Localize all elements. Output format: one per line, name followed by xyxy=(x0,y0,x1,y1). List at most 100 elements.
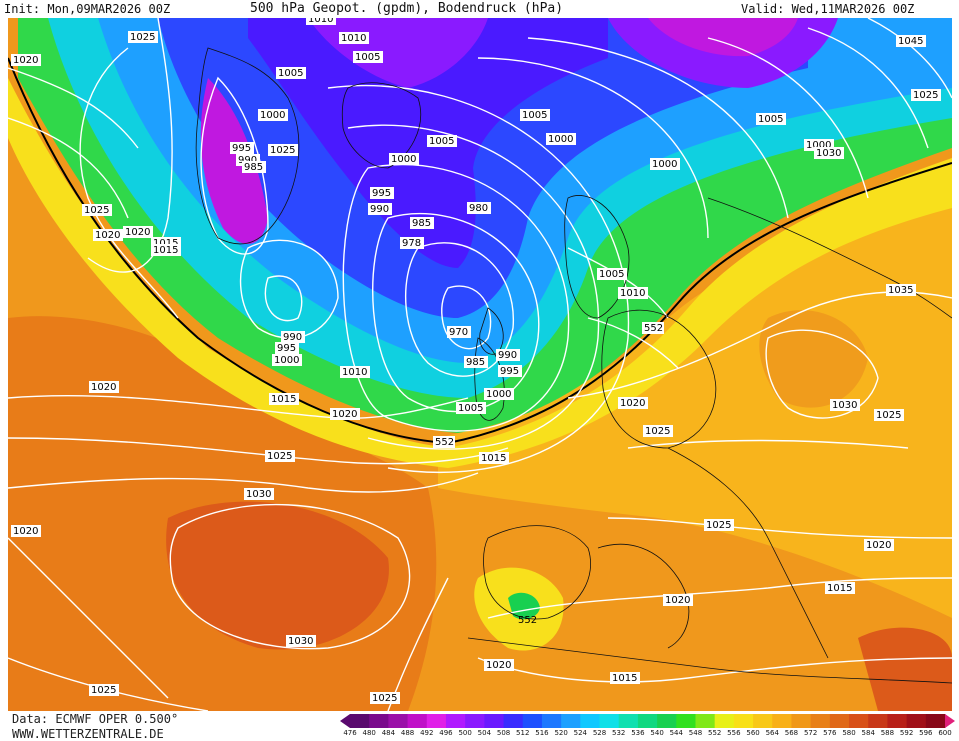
pressure-label: 1020 xyxy=(123,226,153,238)
legend-tick-label: 500 xyxy=(458,729,472,737)
svg-text:1005: 1005 xyxy=(429,136,454,147)
pressure-label: 985 xyxy=(242,161,266,173)
legend-tick-label: 548 xyxy=(688,729,703,737)
pressure-label: 1025 xyxy=(128,31,158,43)
pressure-label: 1020 xyxy=(663,594,693,606)
pressure-label: 1005 xyxy=(520,109,550,121)
color-legend xyxy=(340,714,955,728)
pressure-label: 990 xyxy=(496,349,520,361)
pressure-label: 1020 xyxy=(864,539,894,551)
geopotential-labels: 552 552 552 xyxy=(433,322,664,626)
legend-swatch xyxy=(676,714,696,728)
legend-tick-label: 588 xyxy=(880,729,895,737)
svg-text:1025: 1025 xyxy=(706,520,731,531)
svg-text:1015: 1015 xyxy=(612,673,637,684)
pressure-label: 1015 xyxy=(610,672,640,684)
pressure-label: 1015 xyxy=(825,582,855,594)
svg-text:552: 552 xyxy=(518,615,537,626)
svg-text:978: 978 xyxy=(402,238,421,249)
legend-tick-label: 564 xyxy=(765,729,779,737)
svg-text:1010: 1010 xyxy=(342,367,367,378)
legend-swatch xyxy=(791,714,812,728)
pressure-label: 1030 xyxy=(244,488,274,500)
pressure-label: 1000 xyxy=(546,133,576,145)
pressure-label: 1025 xyxy=(370,692,400,704)
pressure-labels: 1025 1020 1025 1020 1015 995 990 985 100… xyxy=(11,18,941,704)
legend-swatch xyxy=(350,714,370,728)
legend-swatch xyxy=(599,714,620,728)
pressure-label: 1030 xyxy=(286,635,316,647)
svg-text:552: 552 xyxy=(435,437,454,448)
pressure-label: 1005 xyxy=(427,135,457,147)
pressure-label: 1025 xyxy=(265,450,295,462)
legend-tick-label: 552 xyxy=(707,729,722,737)
legend-tick-label: 572 xyxy=(803,729,818,737)
southeast-warm-core xyxy=(858,627,952,711)
legend-swatch xyxy=(868,714,888,728)
legend-swatch xyxy=(426,714,447,728)
legend-swatch xyxy=(637,714,658,728)
greenland-vortex-magenta xyxy=(200,78,268,245)
coastlines xyxy=(195,47,952,684)
siberian-magenta xyxy=(648,18,798,57)
init-time: Init: Mon,09MAR2026 00Z xyxy=(4,2,171,16)
pressure-label: 1030 xyxy=(814,147,844,159)
legend-tick-label: 480 xyxy=(362,729,376,737)
legend-tick-label: 540 xyxy=(650,729,664,737)
legend-tick-label: 536 xyxy=(631,729,645,737)
pressure-label: 1010 xyxy=(340,366,370,378)
svg-text:1015: 1015 xyxy=(153,245,178,256)
legend-tick-label: 556 xyxy=(727,729,741,737)
data-source-label: Data: ECMWF OPER 0.500° xyxy=(12,712,179,726)
legend-tick-label: 568 xyxy=(784,729,799,737)
svg-text:1020: 1020 xyxy=(486,660,511,671)
pressure-label: 1020 xyxy=(93,229,123,241)
svg-text:990: 990 xyxy=(498,350,517,361)
legend-swatch xyxy=(906,714,927,728)
pressure-label: 1015 xyxy=(269,393,299,405)
legend-arrow-right xyxy=(945,714,955,728)
legend-swatch xyxy=(772,714,792,728)
geopotential-label: 552 xyxy=(642,322,664,334)
legend-tick-label: 580 xyxy=(842,729,856,737)
svg-text:1000: 1000 xyxy=(486,389,511,400)
legend-tick-label: 576 xyxy=(823,729,837,737)
legend-tick-label: 544 xyxy=(669,729,683,737)
map-area: 1025 1020 1025 1020 1015 995 990 985 100… xyxy=(8,18,952,711)
pressure-label: 1000 xyxy=(258,109,288,121)
iberian-cutoff-core xyxy=(508,592,540,620)
pressure-label: 1020 xyxy=(11,525,41,537)
svg-text:1005: 1005 xyxy=(758,114,783,125)
pressure-label: 1000 xyxy=(272,354,302,366)
legend-tick-label: 488 xyxy=(400,729,415,737)
svg-text:1005: 1005 xyxy=(278,68,303,79)
legend-tick-label: 476 xyxy=(343,729,357,737)
svg-text:995: 995 xyxy=(277,343,296,354)
legend-swatch xyxy=(657,714,677,728)
legend-swatch xyxy=(388,714,409,728)
legend-swatch xyxy=(810,714,831,728)
svg-text:1020: 1020 xyxy=(91,382,116,393)
svg-text:1025: 1025 xyxy=(270,145,295,156)
svg-text:1005: 1005 xyxy=(522,110,547,121)
svg-text:1005: 1005 xyxy=(599,269,624,280)
svg-text:1015: 1015 xyxy=(481,453,506,464)
geopotential-label: 552 xyxy=(433,436,455,448)
svg-text:1000: 1000 xyxy=(652,159,677,170)
pressure-label: 995 xyxy=(370,187,394,199)
pressure-label: 1005 xyxy=(456,402,486,414)
pressure-label: 1025 xyxy=(911,89,941,101)
legend-swatch xyxy=(484,714,505,728)
svg-text:995: 995 xyxy=(500,366,519,377)
chart-header: Init: Mon,09MAR2026 00Z 500 hPa Geopot. … xyxy=(0,0,959,18)
pressure-label: 995 xyxy=(275,342,299,354)
pressure-label: 1030 xyxy=(830,399,860,411)
svg-text:1000: 1000 xyxy=(274,355,299,366)
pressure-label: 990 xyxy=(281,331,305,343)
legend-swatch xyxy=(465,714,485,728)
legend-tick-label: 528 xyxy=(592,729,607,737)
legend-swatch xyxy=(618,714,639,728)
svg-text:1000: 1000 xyxy=(260,110,285,121)
svg-text:1020: 1020 xyxy=(13,526,38,537)
